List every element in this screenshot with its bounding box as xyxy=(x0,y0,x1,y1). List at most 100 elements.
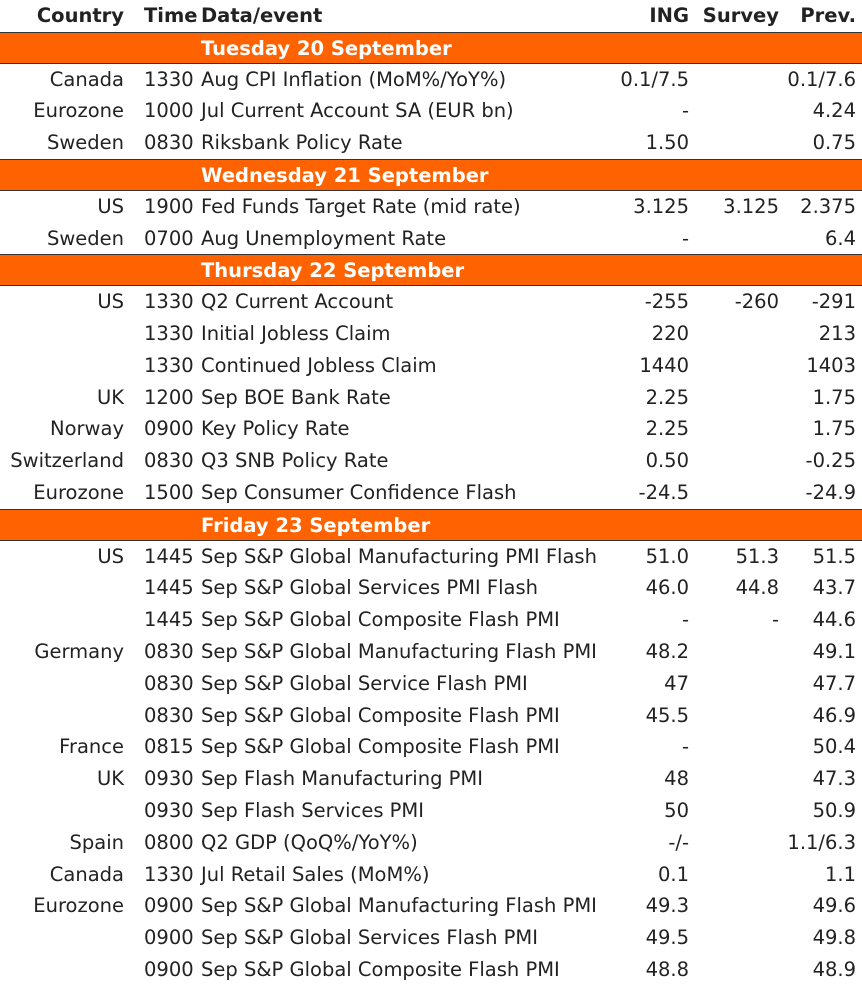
ing-cell: 49.3 xyxy=(645,894,689,918)
event-cell: Initial Jobless Claim xyxy=(201,321,391,345)
event-cell: Jul Current Account SA (EUR bn) xyxy=(201,99,514,123)
header-ing: ING xyxy=(649,4,689,27)
event-cell: Sep S&P Global Manufacturing PMI Flash xyxy=(201,544,597,568)
event-cell: Jul Retail Sales (MoM%) xyxy=(201,862,430,886)
event-cell: Continued Jobless Claim xyxy=(201,353,437,377)
table-row: Canada 1330 Jul Retail Sales (MoM%) 0.1 1.1 xyxy=(0,859,862,891)
table-row: 1445 Sep S&P Global Composite Flash PMI - -… xyxy=(0,604,862,636)
table-row: Sweden 0700 Aug Unemployment Rate - 6.4 xyxy=(0,223,862,255)
ing-cell: - xyxy=(681,735,689,759)
prev-cell: 48.9 xyxy=(812,957,856,981)
table-row: 0830 Sep S&P Global Composite Flash PMI 45… xyxy=(0,700,862,732)
country-cell: Germany xyxy=(34,639,124,663)
event-cell: Sep Flash Services PMI xyxy=(201,798,425,822)
day-header-row: Friday 23 September xyxy=(0,508,862,541)
prev-cell: 50.9 xyxy=(812,798,856,822)
survey-cell: 3.125 xyxy=(723,194,779,218)
prev-cell: 6.4 xyxy=(824,226,856,250)
time-cell: 1330 xyxy=(144,321,194,345)
ing-cell: 2.25 xyxy=(645,385,689,409)
country-cell: Eurozone xyxy=(33,894,124,918)
ing-cell: -24.5 xyxy=(638,480,689,504)
table-row: 0930 Sep Flash Services PMI 50 50.9 xyxy=(0,795,862,827)
country-cell: Eurozone xyxy=(33,480,124,504)
survey-cell: 44.8 xyxy=(735,576,779,600)
ing-cell: 45.5 xyxy=(645,703,689,727)
time-cell: 0830 xyxy=(144,131,194,155)
day-title: Thursday 22 September xyxy=(201,259,465,283)
ing-cell: 49.5 xyxy=(645,926,689,950)
country-cell: Canada xyxy=(49,862,124,886)
table-row: Eurozone 0900 Sep S&P Global Manufacturing… xyxy=(0,890,862,922)
event-cell: Fed Funds Target Rate (mid rate) xyxy=(201,194,521,218)
event-cell: Riksbank Policy Rate xyxy=(201,131,403,155)
header-event: Data/event xyxy=(201,4,323,27)
prev-cell: 49.8 xyxy=(812,926,856,950)
prev-cell: 51.5 xyxy=(812,544,856,568)
table-row: France 0815 Sep S&P Global Composite Flash… xyxy=(0,731,862,763)
time-cell: 0830 xyxy=(144,639,194,663)
ing-cell: 48.8 xyxy=(645,957,689,981)
prev-cell: 4.24 xyxy=(812,99,856,123)
header-prev: Prev. xyxy=(800,4,856,27)
day-title: Friday 23 September xyxy=(201,513,431,537)
time-cell: 0800 xyxy=(144,830,194,854)
prev-cell: 49.6 xyxy=(812,894,856,918)
event-cell: Sep Consumer Confidence Flash xyxy=(201,480,517,504)
event-cell: Q2 GDP (QoQ%/YoY%) xyxy=(201,830,418,854)
country-cell: Sweden xyxy=(46,226,124,250)
time-cell: 0900 xyxy=(144,926,194,950)
ing-cell: 51.0 xyxy=(645,544,689,568)
table-row: Norway 0900 Key Policy Rate 2.25 1.75 xyxy=(0,413,862,445)
event-cell: Sep S&P Global Services Flash PMI xyxy=(201,926,538,950)
prev-cell: 213 xyxy=(818,321,856,345)
ing-cell: - xyxy=(681,608,689,632)
prev-cell: 47.7 xyxy=(812,671,856,695)
ing-cell: 0.1 xyxy=(657,862,689,886)
time-cell: 0700 xyxy=(144,226,194,250)
prev-cell: 1.75 xyxy=(812,385,856,409)
calendar-rows: Tuesday 20 September Canada 1330 Aug CPI In… xyxy=(0,31,862,986)
time-cell: 1330 xyxy=(144,290,194,314)
ing-cell: 2.25 xyxy=(645,417,689,441)
time-cell: 1900 xyxy=(144,194,194,218)
table-row: US 1900 Fed Funds Target Rate (mid rate) 3.… xyxy=(0,191,862,223)
ing-cell: -255 xyxy=(644,290,689,314)
country-cell: Sweden xyxy=(46,131,124,155)
time-cell: 0900 xyxy=(144,957,194,981)
ing-cell: 1.50 xyxy=(645,131,689,155)
prev-cell: 1.1/6.3 xyxy=(787,830,856,854)
table-row: Switzerland 0830 Q3 SNB Policy Rate 0.50 -0.… xyxy=(0,445,862,477)
time-cell: 1445 xyxy=(144,544,194,568)
time-cell: 1200 xyxy=(144,385,194,409)
time-cell: 1445 xyxy=(144,576,194,600)
prev-cell: 0.1/7.6 xyxy=(787,67,856,91)
time-cell: 1330 xyxy=(144,67,194,91)
event-cell: Q2 Current Account xyxy=(201,290,394,314)
header-time: Time xyxy=(144,4,198,27)
table-row: 1330 Continued Jobless Claim 1440 1403 xyxy=(0,350,862,382)
time-cell: 1000 xyxy=(144,99,194,123)
header-survey: Survey xyxy=(702,4,779,27)
time-cell: 0900 xyxy=(144,417,194,441)
time-cell: 0830 xyxy=(144,449,194,473)
survey-cell: -260 xyxy=(734,290,779,314)
table-row: Canada 1330 Aug CPI Inflation (MoM%/YoY%) 0… xyxy=(0,64,862,96)
table-row: Germany 0830 Sep S&P Global Manufacturing … xyxy=(0,636,862,668)
table-row: US 1445 Sep S&P Global Manufacturing PMI F… xyxy=(0,541,862,573)
table-row: 0900 Sep S&P Global Services Flash PMI 49.… xyxy=(0,922,862,954)
time-cell: 1330 xyxy=(144,862,194,886)
time-cell: 1445 xyxy=(144,608,194,632)
prev-cell: 1.75 xyxy=(812,417,856,441)
time-cell: 0830 xyxy=(144,671,194,695)
country-cell: Switzerland xyxy=(10,449,124,473)
table-row: 1330 Initial Jobless Claim 220 213 xyxy=(0,318,862,350)
country-cell: US xyxy=(97,544,124,568)
event-cell: Sep Flash Manufacturing PMI xyxy=(201,767,483,791)
prev-cell: 43.7 xyxy=(812,576,856,600)
event-cell: Sep S&P Global Manufacturing Flash PMI xyxy=(201,639,597,663)
ing-cell: 48.2 xyxy=(645,639,689,663)
time-cell: 0830 xyxy=(144,703,194,727)
prev-cell: 44.6 xyxy=(812,608,856,632)
ing-cell: 1440 xyxy=(639,353,689,377)
